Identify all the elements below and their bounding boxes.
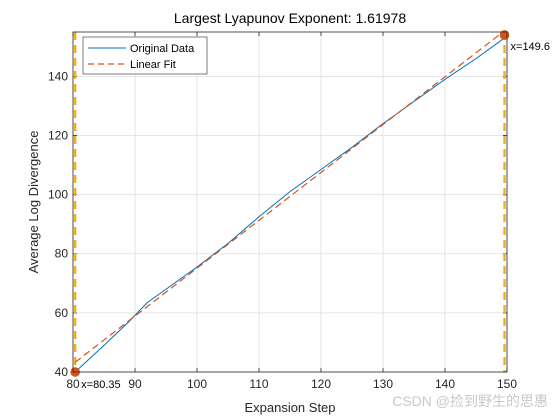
- y-tick-label: 80: [55, 247, 69, 261]
- series-line-original-data: [74, 37, 505, 373]
- x-tick-label: 120: [311, 377, 331, 391]
- y-tick-label: 60: [55, 306, 69, 320]
- grid: [72, 32, 508, 373]
- y-tick-label: 40: [55, 365, 69, 379]
- x-tick-label: 130: [373, 377, 393, 391]
- y-tick-label: 100: [48, 188, 68, 202]
- y-tick-label: 120: [48, 128, 68, 142]
- legend-box: [82, 36, 208, 75]
- x-axis: 80 90 100 110 120 130 140 150: [66, 32, 517, 391]
- x-tick-label: 90: [128, 377, 142, 391]
- y-axis-label: Average Log Divergence: [26, 131, 41, 274]
- legend-label-original: Original Data: [130, 43, 195, 55]
- x-tick-label: 100: [187, 377, 207, 391]
- y-tick-label: 140: [48, 69, 68, 83]
- vertical-marker-label: x=149.6: [511, 41, 550, 53]
- legend-label-fit: Linear Fit: [130, 59, 176, 71]
- x-tick-label: 80: [66, 377, 80, 391]
- chart-title: Largest Lyapunov Exponent: 1.61978: [174, 10, 406, 26]
- legend: Original Data Linear Fit: [82, 36, 208, 75]
- x-axis-label: Expansion Step: [244, 400, 335, 415]
- series-line-linear-fit: [74, 30, 505, 363]
- vertical-marker-label: x=80.35: [81, 379, 120, 391]
- series-group: [74, 30, 505, 373]
- watermark: CSDN @捡到野生的思惠: [392, 393, 548, 409]
- plot-area: [73, 32, 507, 372]
- plot-frame: [72, 31, 508, 373]
- x-tick-label: 150: [497, 377, 517, 391]
- x-tick-label: 140: [435, 377, 455, 391]
- x-tick-label: 110: [249, 377, 268, 391]
- vertical-markers: x=80.35 x=149.6: [73, 32, 550, 391]
- y-axis: 40 60 80 100 120 140: [48, 69, 507, 379]
